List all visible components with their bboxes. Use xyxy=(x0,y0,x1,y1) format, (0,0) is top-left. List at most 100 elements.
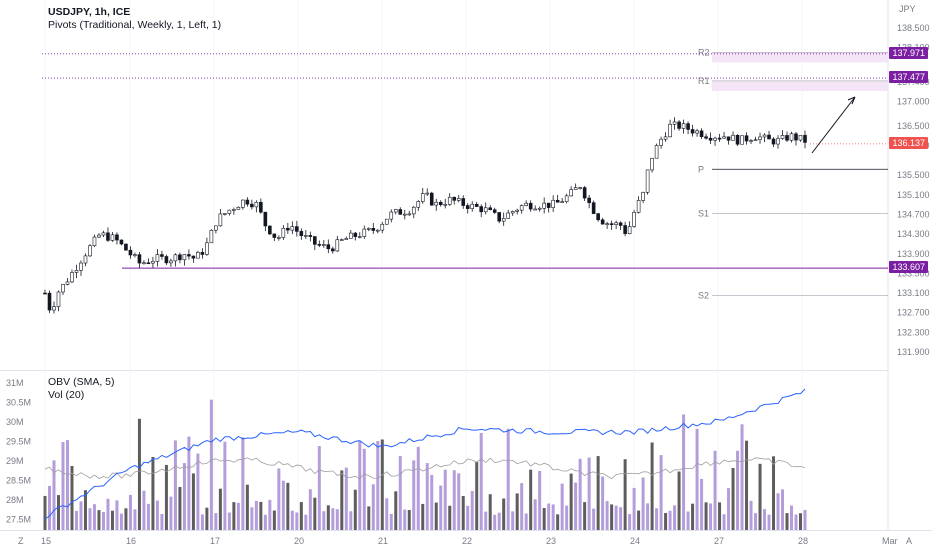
candle xyxy=(510,211,515,214)
candle xyxy=(411,206,416,215)
volume-bar xyxy=(722,514,726,530)
volume-bar xyxy=(169,496,173,530)
price-tick-label: 131.900 xyxy=(897,347,930,357)
candle xyxy=(313,236,317,245)
candle xyxy=(191,255,196,259)
vol-indicator-label[interactable]: Vol (20) xyxy=(48,389,85,401)
candle xyxy=(582,187,587,199)
candle xyxy=(483,207,488,213)
pivots-indicator-label[interactable]: Pivots (Traditional, Weekly, 1, Left, 1) xyxy=(48,19,222,31)
candle xyxy=(803,135,807,143)
candle xyxy=(375,229,380,232)
volume-bar xyxy=(803,509,807,530)
volume-bar xyxy=(425,463,429,530)
symbol-title[interactable]: USDJPY, 1h, ICE xyxy=(48,6,131,18)
volume-bar xyxy=(470,490,474,530)
volume-sma-line xyxy=(44,457,806,480)
candle xyxy=(268,225,272,235)
obv-indicator-label[interactable]: OBV (SMA, 5) xyxy=(48,376,115,388)
price-tick-label: 133.500 xyxy=(897,268,930,278)
volume-bar xyxy=(448,505,452,530)
volume-bar xyxy=(205,507,209,530)
candle xyxy=(128,249,133,256)
volume-bar xyxy=(583,502,587,530)
candle xyxy=(438,201,443,206)
volume-bar xyxy=(182,463,186,530)
volume-bar xyxy=(407,510,411,530)
volume-bar xyxy=(511,511,515,530)
candle xyxy=(384,218,389,225)
candle xyxy=(88,245,92,257)
time-axis-label: 23 xyxy=(546,536,556,546)
volume-bar xyxy=(52,460,56,530)
candle xyxy=(470,203,475,209)
volume-bar xyxy=(718,502,722,530)
volume-bar xyxy=(223,441,227,530)
volume-bar xyxy=(736,450,740,530)
volume-bar xyxy=(479,432,483,530)
candle xyxy=(151,261,155,264)
pivot-zone xyxy=(712,52,888,63)
forecast-arrowhead xyxy=(847,96,856,105)
candle xyxy=(654,145,659,159)
volume-bar xyxy=(551,504,555,530)
zoom-toggle[interactable]: Z xyxy=(18,536,24,546)
candle xyxy=(124,243,128,251)
volume-bar xyxy=(641,477,645,530)
volume-bar xyxy=(74,510,78,530)
volume-bar xyxy=(655,508,659,530)
candle xyxy=(110,234,115,241)
volume-bar xyxy=(349,511,353,530)
volume-bar xyxy=(322,511,326,530)
volume-bar xyxy=(713,450,717,530)
auto-scale-toggle[interactable]: A xyxy=(906,536,913,546)
volume-bar xyxy=(686,511,690,530)
volume-bar xyxy=(119,513,123,530)
lower-pane-tick-label: 29M xyxy=(6,456,24,466)
volume-bar xyxy=(727,488,731,530)
candle xyxy=(371,228,376,231)
candle xyxy=(348,232,353,239)
candle xyxy=(65,281,70,285)
candle xyxy=(672,121,677,125)
volume-bar xyxy=(574,482,578,530)
price-tick-label: 134.300 xyxy=(897,229,930,239)
candle xyxy=(560,201,564,203)
volume-bar xyxy=(155,500,159,530)
volume-bar xyxy=(308,489,312,530)
candle xyxy=(79,262,83,271)
candle xyxy=(317,244,322,246)
volume-bar xyxy=(497,512,501,530)
candle xyxy=(335,239,340,252)
candle xyxy=(537,207,542,210)
candle xyxy=(331,248,335,252)
candle xyxy=(205,242,209,255)
candle xyxy=(506,212,510,219)
volume-bar xyxy=(272,510,276,530)
volume-bar xyxy=(475,461,479,530)
volume-bar xyxy=(61,442,65,530)
volume-bar xyxy=(673,505,677,530)
candle xyxy=(474,203,479,207)
volume-bar xyxy=(439,485,443,530)
volume-bar xyxy=(277,468,281,530)
volume-bar xyxy=(367,506,371,530)
volume-bar xyxy=(380,439,384,530)
candle xyxy=(254,201,259,208)
candle xyxy=(366,228,371,230)
volume-bar xyxy=(200,514,204,530)
volume-bar xyxy=(421,503,425,530)
candle xyxy=(393,209,398,213)
lower-pane-tick-label: 31M xyxy=(6,378,24,388)
candle xyxy=(47,292,52,311)
lower-pane-tick-label: 29.5M xyxy=(6,437,31,447)
volume-bar xyxy=(56,495,60,530)
price-tick-label: 134.700 xyxy=(897,209,930,219)
candle xyxy=(227,209,232,214)
candle xyxy=(519,205,524,211)
volume-bar xyxy=(371,484,375,530)
price-tick-label: 138.500 xyxy=(897,23,930,33)
candle xyxy=(713,137,717,141)
candle xyxy=(479,206,484,213)
volume-bar xyxy=(362,448,366,530)
